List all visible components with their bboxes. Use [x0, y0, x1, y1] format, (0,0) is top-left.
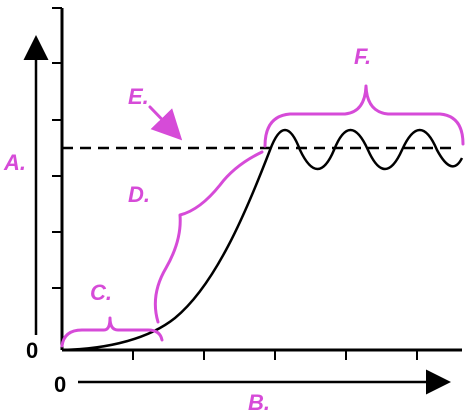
label-e: E. [128, 84, 149, 109]
bracket-d [153, 150, 264, 324]
annotations [60, 84, 465, 348]
y-origin-zero-label: 0 [26, 338, 38, 363]
arrow-down-right-icon [148, 105, 183, 141]
x-axis-ticks [132, 350, 418, 360]
bracket-f [263, 84, 465, 148]
y-axis-ticks [52, 7, 62, 289]
label-d: D. [128, 182, 150, 207]
growth-curve [61, 128, 464, 352]
label-c: C. [90, 280, 112, 305]
x-origin-zero-label: 0 [54, 372, 66, 397]
label-f: F. [354, 44, 371, 69]
label-b: B. [248, 390, 270, 415]
label-a: A. [3, 150, 26, 175]
bracket-c [60, 316, 164, 348]
